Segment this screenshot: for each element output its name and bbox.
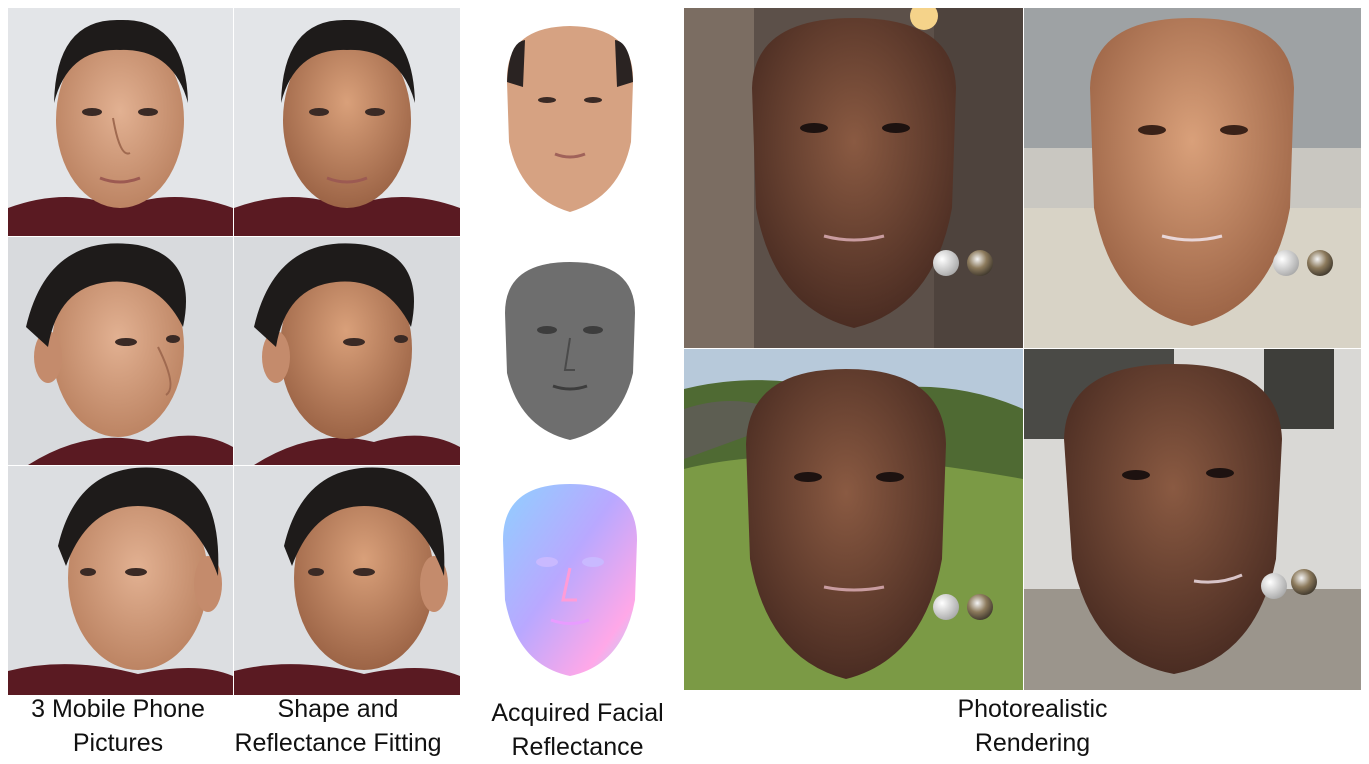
albedo-map [495, 22, 645, 217]
caption-phone-pictures: 3 Mobile Phone Pictures [8, 692, 228, 760]
caption-line: Acquired Facial [491, 699, 664, 727]
normal-map [495, 480, 645, 680]
caption-shape-fitting: Shape and Reflectance Fitting [218, 692, 458, 760]
caption-facial-reflectance: Acquired Facial Reflectance [470, 696, 685, 764]
caption-line: Pictures [72, 729, 164, 757]
caption-line: Shape and [277, 695, 399, 723]
render-street [1024, 349, 1361, 690]
photo-left [8, 237, 233, 465]
specular-map [495, 258, 645, 443]
caption-line: Reflectance Fitting [234, 729, 442, 757]
fit-right [234, 466, 460, 695]
caption-line: Reflectance [511, 733, 644, 761]
caption-line: 3 Mobile Phone [31, 695, 205, 723]
photo-right [8, 466, 233, 695]
caption-photorealistic-rendering: Photorealistic Rendering [900, 692, 1165, 760]
caption-line: Rendering [974, 729, 1091, 757]
photo-frontal [8, 8, 233, 236]
fit-frontal [234, 8, 460, 236]
render-hills [684, 349, 1023, 690]
fit-left [234, 237, 460, 465]
caption-line: Photorealistic [957, 695, 1108, 723]
render-plaza [1024, 8, 1361, 348]
render-indoor [684, 8, 1023, 348]
